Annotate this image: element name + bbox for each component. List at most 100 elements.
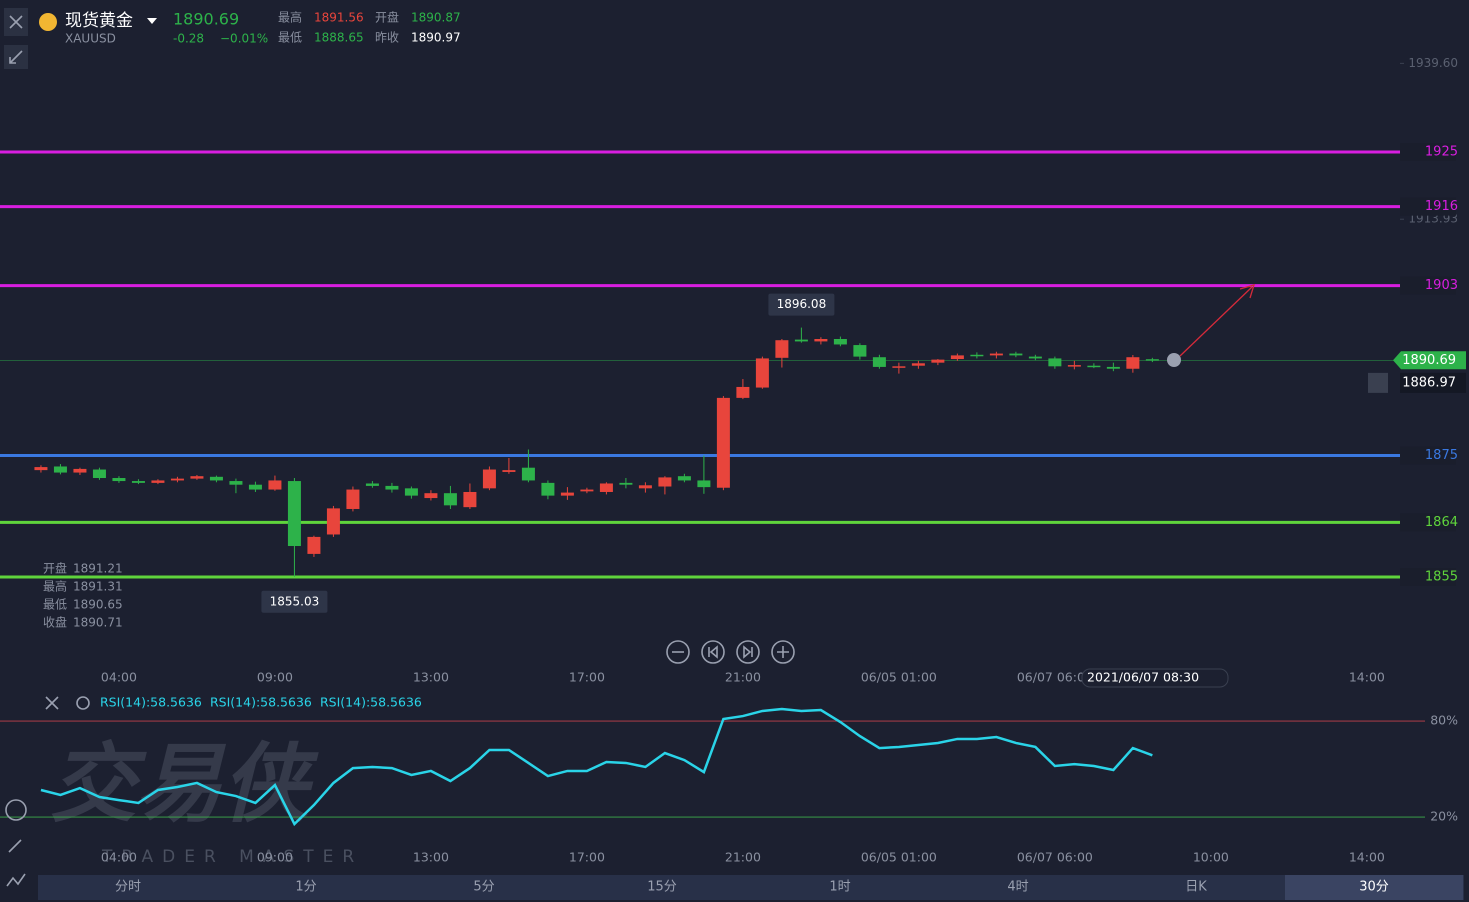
annotation-label: 1855.03 [270, 594, 320, 608]
tab[interactable]: 1分 [295, 880, 316, 895]
x-tick-label: 13:00 [413, 850, 449, 865]
candle-body [989, 353, 1003, 356]
rsi-line [40, 707, 1153, 827]
candle-body [112, 478, 126, 482]
candle-body [833, 338, 847, 345]
x-tick-label: 06/07 06:00 [1017, 670, 1093, 685]
candle-body [521, 467, 535, 481]
symbol[interactable]: 现货黄金 [65, 11, 133, 31]
candle-body [1126, 357, 1140, 369]
info-low: 1890.65 [73, 598, 123, 612]
tab[interactable]: 30分 [1359, 880, 1389, 895]
price: 1890.69 [173, 10, 239, 29]
candle-body [638, 485, 652, 489]
zoom-out[interactable] [666, 640, 690, 664]
candle-body [229, 481, 243, 485]
x-tick-label: 17:00 [569, 670, 605, 685]
rsi-settings[interactable] [76, 696, 90, 710]
alert-bell [1368, 372, 1388, 393]
candle-body [34, 467, 48, 471]
annotation-box [768, 293, 835, 316]
candle-body [697, 480, 711, 488]
candle-body [307, 536, 321, 554]
rsi-close[interactable] [45, 696, 59, 710]
zoom-in[interactable] [771, 640, 795, 664]
candle-body [482, 469, 496, 489]
candle-body [892, 366, 906, 368]
info-dot[interactable] [1167, 353, 1181, 367]
candle-body [151, 480, 165, 483]
tab[interactable]: 5分 [473, 880, 494, 895]
tab[interactable]: 分时 [115, 880, 141, 895]
change-pct: −0.01% [220, 32, 268, 46]
x-tick-label: 17:00 [569, 850, 605, 865]
prev-close-label: 昨收 [375, 31, 399, 45]
candle-body [619, 482, 633, 485]
candle-body [658, 477, 672, 487]
close-icon [9, 15, 23, 29]
change: -0.28 [173, 32, 204, 46]
level-tag [1400, 143, 1456, 162]
rsi-tick-label: 20% [1430, 809, 1458, 824]
go-end[interactable] [736, 640, 760, 664]
candle-body [736, 386, 750, 398]
dropdown[interactable] [147, 18, 157, 24]
info-high: 1891.31 [73, 580, 123, 594]
alert-tag [1400, 372, 1466, 393]
candle-body [73, 468, 87, 473]
candle-body [677, 476, 691, 481]
y-tick-label: 1939.60 [1408, 56, 1458, 70]
info-low-label: 最低 [43, 598, 67, 612]
candle-body [131, 481, 145, 483]
x-tick-label: 13:00 [413, 670, 449, 685]
open: 1890.87 [411, 11, 461, 25]
nav-buttons [666, 640, 795, 664]
candle-body [424, 493, 438, 499]
icon [743, 645, 753, 659]
level-label: 1875 [1425, 448, 1458, 463]
tool-icon[interactable] [5, 799, 27, 821]
x-tick-label: 09:00 [257, 850, 293, 865]
tab[interactable]: 4时 [1007, 880, 1028, 895]
gold-icon [39, 13, 57, 31]
code: XAUUSD [65, 32, 116, 46]
x-tick-label: 06/05 01:00 [861, 670, 937, 685]
candle-body [209, 476, 223, 481]
candle-body [170, 478, 184, 481]
candle-body [248, 484, 262, 490]
level-tag [1400, 567, 1456, 586]
crosshair-box [1081, 668, 1229, 688]
candle-body [931, 359, 945, 363]
candle-body [794, 339, 808, 342]
x-tick-label: 04:00 [101, 850, 137, 865]
level-label: 1864 [1425, 515, 1458, 530]
candle-body [92, 469, 106, 479]
candle-body [872, 357, 886, 367]
go-start[interactable] [701, 640, 725, 664]
x-tick-label: 21:00 [725, 670, 761, 685]
tab[interactable]: 1时 [829, 880, 850, 895]
level-label: 1855 [1425, 569, 1458, 584]
x-tick-label: 10:00 [1193, 850, 1229, 865]
rsi-legend: RSI(14):58.5636 [320, 695, 422, 710]
candle-body [463, 491, 477, 508]
level-label: 1916 [1425, 199, 1458, 214]
indicator-tool[interactable] [6, 873, 26, 887]
tab[interactable]: 日K [1185, 880, 1207, 895]
last-price-label: 1890.69 [1402, 353, 1456, 368]
tab[interactable]: 15分 [647, 880, 677, 895]
x-tick-label: 09:00 [257, 670, 293, 685]
info-close-label: 收盘 [43, 615, 67, 630]
tab-bar: 分时 1分 5分 15分 1时 4时 日K 30分 [38, 875, 1464, 900]
candle-body [326, 508, 340, 535]
watermark-subtitle: TRADER MASTER [101, 847, 363, 867]
level-label: 1925 [1425, 145, 1458, 160]
draw-tool[interactable] [8, 839, 22, 853]
candle-body [404, 488, 418, 496]
x-tick-label: 06/05 01:00 [861, 850, 937, 865]
info-high-label: 最高 [43, 579, 67, 594]
icon [777, 646, 789, 658]
candle-body [1009, 353, 1023, 356]
candle-body [775, 340, 789, 358]
alert-label: 1886.97 [1402, 375, 1456, 390]
